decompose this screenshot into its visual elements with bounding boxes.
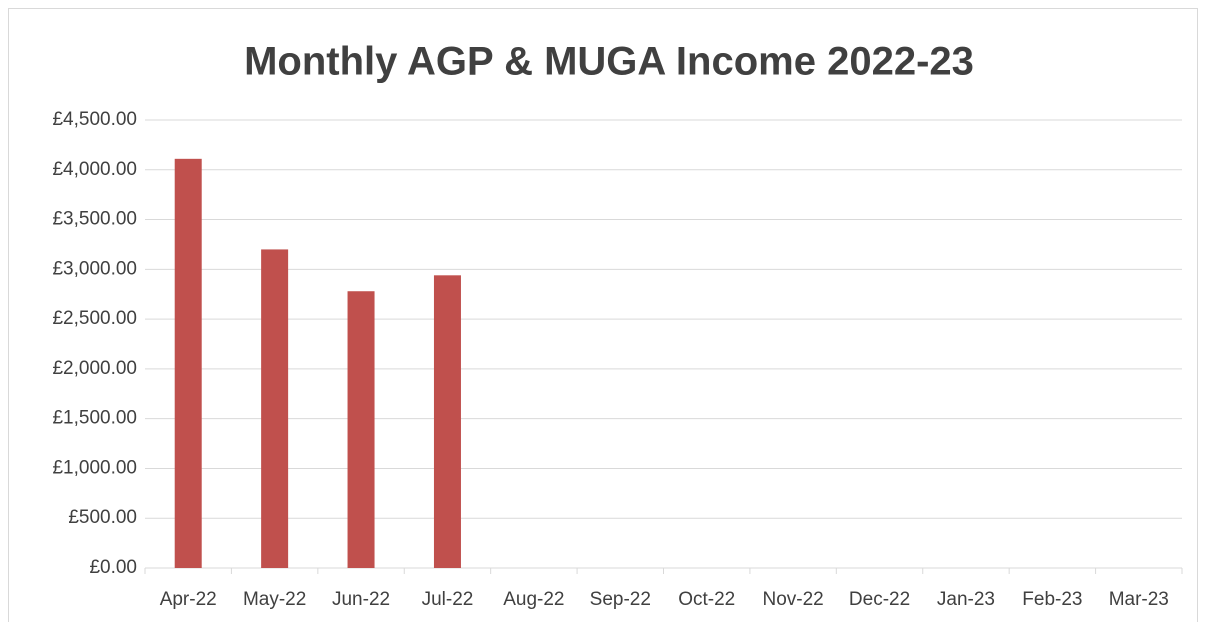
x-tick-label: Aug-22 <box>503 589 564 610</box>
y-tick-label: £4,500.00 <box>52 109 137 130</box>
x-tick-label: Jan-23 <box>937 589 995 610</box>
x-tick-label: Sep-22 <box>590 589 651 610</box>
x-tick-label: Nov-22 <box>763 589 824 610</box>
x-tick-label: May-22 <box>243 589 306 610</box>
x-tick-label: Jul-22 <box>422 589 474 610</box>
y-tick-label: £4,000.00 <box>52 159 137 180</box>
x-tick-label: Apr-22 <box>160 589 217 610</box>
bar <box>347 291 375 568</box>
y-tick-label: £2,500.00 <box>52 308 137 329</box>
x-tick-label: Jun-22 <box>332 589 390 610</box>
x-tick-label: Mar-23 <box>1109 589 1169 610</box>
bar <box>433 275 461 568</box>
x-tick-label: Dec-22 <box>849 589 910 610</box>
chart-border <box>8 8 1198 622</box>
chart-title: Monthly AGP & MUGA Income 2022-23 <box>244 40 974 84</box>
y-tick-label: £3,000.00 <box>52 258 137 279</box>
y-tick-label: £0.00 <box>89 557 137 578</box>
y-tick-label: £1,000.00 <box>52 457 137 478</box>
y-tick-label: £3,500.00 <box>52 209 137 230</box>
x-tick-label: Feb-23 <box>1022 589 1082 610</box>
y-tick-label: £1,500.00 <box>52 408 137 429</box>
bar <box>174 158 202 568</box>
bar <box>261 249 289 568</box>
x-tick-label: Oct-22 <box>678 589 735 610</box>
y-tick-label: £2,000.00 <box>52 358 137 379</box>
y-tick-label: £500.00 <box>68 507 137 528</box>
